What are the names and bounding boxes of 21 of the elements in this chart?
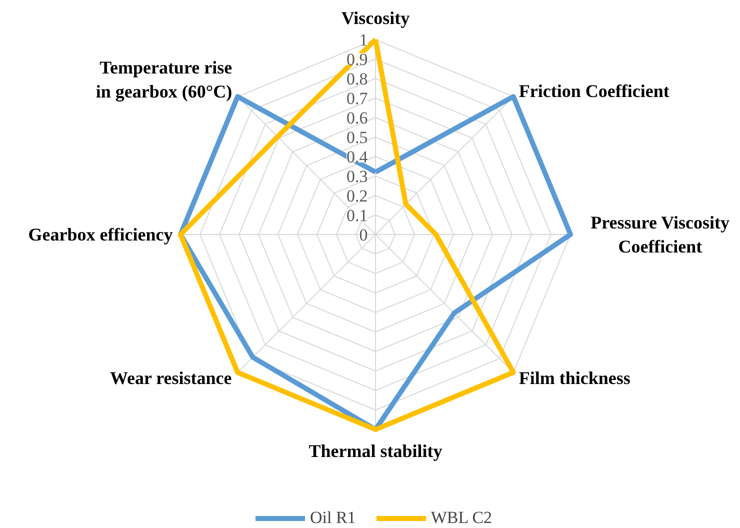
spoke-label: Pressure Viscosity Coefficient xyxy=(590,212,730,256)
y-tick-label: 0.3 xyxy=(346,167,368,186)
spoke-label: Gearbox efficiency xyxy=(28,224,173,244)
y-tick-label: 0.5 xyxy=(346,128,368,147)
legend-label: WBL C2 xyxy=(430,508,492,528)
y-tick-label: 0.6 xyxy=(346,108,368,128)
spoke-label: Film thickness xyxy=(518,368,630,388)
y-tick-label: 0.2 xyxy=(346,186,368,206)
spoke-label: Thermal stability xyxy=(308,441,442,462)
spoke-label: Friction Coefficient xyxy=(518,81,670,102)
y-tick-label: 0.4 xyxy=(346,148,368,166)
y-tick-label: 0 xyxy=(359,226,368,244)
y-tick-label: 0.1 xyxy=(346,206,368,225)
y-tick-label: 0.9 xyxy=(346,50,368,69)
y-tick-label: 0.8 xyxy=(346,70,368,88)
spoke-label: Viscosity xyxy=(341,8,410,28)
y-tick-label: 0.7 xyxy=(346,89,368,108)
spoke-label: Wear resistance xyxy=(110,368,232,388)
legend-label: Oil R1 xyxy=(310,508,356,528)
spoke-label: Temperature rise in gearbox (60°C) xyxy=(96,57,232,102)
y-tick-label: 1 xyxy=(359,30,368,50)
